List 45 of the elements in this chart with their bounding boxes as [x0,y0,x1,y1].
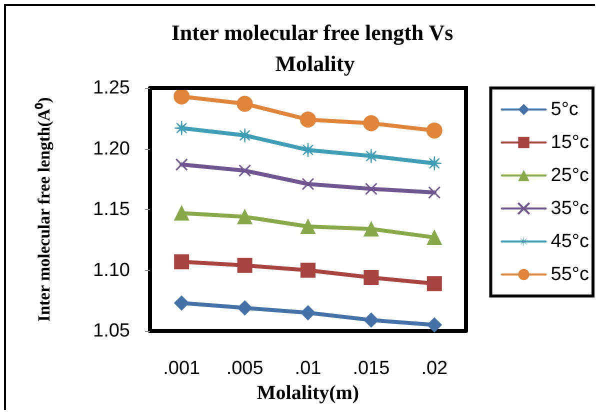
y-tick-label: 1.20 [93,138,130,160]
point [363,115,380,132]
point [426,122,442,139]
y-tick-label: 1.10 [93,260,130,281]
point [302,178,314,190]
x-tick-label: .02 [421,358,448,379]
point [300,142,316,158]
point [175,158,188,171]
point [300,262,316,278]
point [364,182,378,196]
x-axis-title: Molality(m) [256,382,360,404]
x-tick-label: .01 [294,358,322,379]
legend-label: 45°c [550,231,589,252]
point [364,312,379,328]
legend-label: 25°c [550,165,589,186]
point [237,209,252,224]
point [426,230,442,245]
x-tick-label: .005 [226,358,264,379]
y-tick-label: 1.15 [93,199,130,220]
point [300,305,316,320]
point [426,317,442,332]
point [174,296,190,311]
point [237,300,252,316]
point [364,270,379,286]
point [426,276,442,292]
legend-label: 55°c [550,264,589,285]
y-axis-title: Inter molecular free length(A⁰) [34,97,54,322]
point [300,219,316,234]
point [174,206,190,221]
legend-label: 5°c [550,99,578,120]
legend-label: 35°c [550,198,589,219]
point [238,164,252,177]
point [174,254,190,270]
point [174,88,190,104]
point [364,221,379,236]
y-tick-label: 1.25 [93,78,130,98]
point [237,258,252,273]
point [236,96,253,112]
x-tick-label: .001 [163,358,200,379]
y-tick-label: 1.05 [93,320,130,342]
x-tick-label: .015 [352,358,390,379]
point [300,112,316,128]
legend-label: 15°c [550,132,589,153]
point [428,186,441,199]
chart-title: Inter molecular free length Vs Molality [171,20,459,76]
